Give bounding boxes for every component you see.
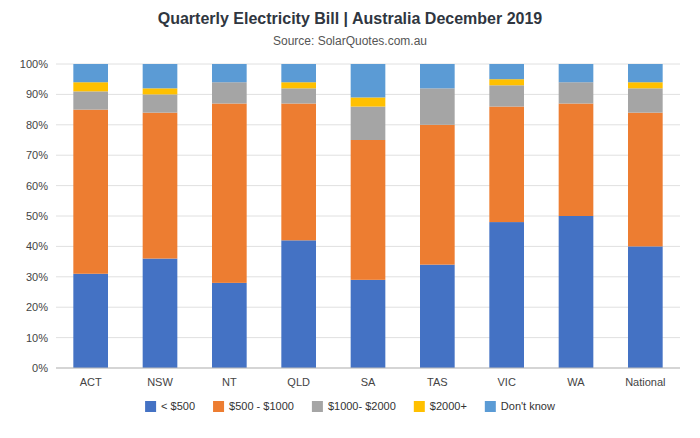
bar-segment: [351, 107, 386, 140]
bar-segment: [420, 265, 455, 368]
x-tick-label: National: [625, 376, 665, 388]
x-tick-label: WA: [567, 376, 585, 388]
legend-swatch: [312, 401, 323, 412]
bar-segment: [281, 104, 316, 241]
bar-segment: [489, 222, 524, 368]
y-tick-label: 50%: [26, 210, 48, 222]
bar-segment: [628, 82, 663, 88]
bar-segment: [73, 110, 108, 274]
bar-segment: [281, 240, 316, 368]
bar-segment: [143, 259, 178, 368]
bar-segment: [628, 246, 663, 368]
bar-segment: [628, 88, 663, 112]
x-tick-label: NT: [222, 376, 237, 388]
bar-segment: [489, 107, 524, 223]
bar-segment: [559, 64, 594, 82]
bar-segment: [351, 280, 386, 368]
bar-segment: [73, 82, 108, 91]
bar-segment: [559, 216, 594, 368]
x-tick-label: QLD: [287, 376, 310, 388]
bar-segment: [628, 113, 663, 247]
bar-segment: [489, 64, 524, 79]
bar-segment: [420, 125, 455, 265]
bar-segment: [281, 88, 316, 103]
legend-label: < $500: [161, 400, 195, 412]
legend-swatch: [213, 401, 224, 412]
bar-segment: [559, 104, 594, 216]
legend-label: $2000+: [430, 400, 467, 412]
bar-segment: [73, 274, 108, 368]
bar-segment: [212, 283, 247, 368]
bar-segment: [281, 82, 316, 88]
legend-swatch: [485, 401, 496, 412]
y-tick-label: 40%: [26, 240, 48, 252]
bar-segment: [559, 82, 594, 103]
y-tick-label: 70%: [26, 149, 48, 161]
bar-segment: [281, 64, 316, 82]
y-tick-label: 100%: [20, 58, 48, 70]
bar-segment: [420, 88, 455, 124]
y-tick-label: 60%: [26, 180, 48, 192]
chart: Quarterly Electricity Bill | Australia D…: [0, 0, 700, 438]
x-tick-label: TAS: [427, 376, 448, 388]
x-tick-label: NSW: [147, 376, 173, 388]
bars: [73, 64, 662, 368]
y-tick-label: 10%: [26, 332, 48, 344]
bar-segment: [351, 140, 386, 280]
legend-label: Don't know: [501, 400, 555, 412]
y-tick-label: 20%: [26, 301, 48, 313]
bar-segment: [143, 88, 178, 94]
x-tick-label: ACT: [80, 376, 102, 388]
grid-line: [56, 368, 680, 369]
y-tick-label: 90%: [26, 88, 48, 100]
legend-swatch: [145, 401, 156, 412]
y-tick-label: 0%: [32, 362, 48, 374]
title: Quarterly Electricity Bill | Australia D…: [158, 10, 543, 27]
bar-segment: [212, 104, 247, 283]
bar-segment: [212, 64, 247, 82]
bar-segment: [143, 113, 178, 259]
legend-swatch: [414, 401, 425, 412]
bar-segment: [73, 64, 108, 82]
bar-segment: [73, 91, 108, 109]
subtitle: Source: SolarQuotes.com.au: [273, 34, 427, 48]
bar-segment: [489, 85, 524, 106]
x-tick-label: SA: [361, 376, 376, 388]
bar-segment: [143, 64, 178, 88]
x-axis-line: [56, 368, 680, 369]
bar-segment: [351, 64, 386, 97]
bar-segment: [212, 82, 247, 103]
legend-label: $1000- $2000: [328, 400, 396, 412]
legend: < $500 $500 - $1000 $1000- $2000 $2000+ Don'…: [145, 400, 555, 412]
x-tick-label: VIC: [497, 376, 515, 388]
y-tick-label: 30%: [26, 271, 48, 283]
bar-segment: [420, 64, 455, 88]
grid: [56, 64, 680, 368]
bar-segment: [351, 97, 386, 106]
legend-label: $500 - $1000: [229, 400, 294, 412]
bar-segment: [489, 79, 524, 85]
bar-segment: [143, 94, 178, 112]
y-tick-label: 80%: [26, 119, 48, 131]
bar-segment: [628, 64, 663, 82]
